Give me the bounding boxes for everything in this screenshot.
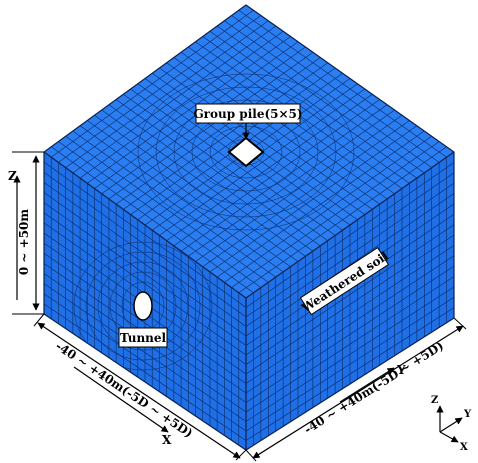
top-mesh-line <box>231 141 440 288</box>
z-axis-label: Z <box>8 169 17 183</box>
top-mesh-line <box>216 130 425 278</box>
y-axis-label: Y <box>396 363 406 377</box>
top-mesh-line <box>209 125 418 273</box>
top-mesh-line <box>159 88 366 236</box>
y-tick-right <box>453 317 467 330</box>
box-top-front-edges <box>43 151 455 299</box>
top-mesh-line <box>65 20 269 168</box>
left-mesh-line <box>44 192 246 337</box>
top-mesh-line <box>130 67 336 215</box>
tunnel-label: Tunnel <box>120 331 167 345</box>
top-mesh-refinement <box>155 86 337 218</box>
top-mesh-line <box>87 36 291 184</box>
top-mesh-line <box>188 109 395 257</box>
top-mesh-line <box>79 31 284 179</box>
y-tick-left <box>245 449 257 462</box>
left-mesh-line <box>44 161 246 308</box>
x-tick-left <box>33 313 45 327</box>
group-pile-marker <box>227 136 265 168</box>
weathered-soil-label-box <box>299 247 390 316</box>
right-mesh-line <box>246 162 454 308</box>
x-tick-right <box>235 449 247 461</box>
top-mesh <box>51 10 447 294</box>
top-mesh-line <box>51 10 254 158</box>
top-mesh-line <box>238 146 447 294</box>
right-mesh-line <box>246 182 454 327</box>
x-axis-arrow <box>73 366 169 433</box>
top-mesh-refinement <box>173 99 319 205</box>
triad-y-arrow <box>439 417 463 433</box>
left-mesh-line <box>44 172 246 318</box>
right-mesh-line <box>246 193 454 337</box>
top-mesh-line <box>108 52 314 200</box>
height-range-label: 0 ~ +50m <box>17 209 31 276</box>
top-mesh-line <box>224 136 432 283</box>
top-mesh-refinement <box>137 73 355 231</box>
left-mesh-line <box>44 202 246 346</box>
x-dimension-line <box>37 322 241 459</box>
top-mesh-line <box>123 62 328 210</box>
top-mesh-line <box>166 94 373 241</box>
top-mesh-line <box>202 120 410 267</box>
x-axis-label: X <box>162 433 172 447</box>
triad-x-label: X <box>460 442 468 453</box>
triad-y-label: Y <box>463 409 472 420</box>
left-mesh-line <box>44 182 246 327</box>
y-axis-arrow <box>339 367 395 403</box>
triad-x-arrow <box>439 431 459 443</box>
top-mesh-line <box>72 25 276 174</box>
triad-z-label: Z <box>431 395 438 406</box>
group-pile-label-box <box>195 103 301 124</box>
right-mesh-line <box>246 172 454 318</box>
tunnel-opening <box>133 291 153 321</box>
y-dimension-line <box>252 325 464 459</box>
top-mesh-line <box>115 57 321 205</box>
axis-triad: Z Y X <box>431 395 472 453</box>
group-pile-label: Group pile(5×5) <box>193 107 302 121</box>
top-mesh-line <box>173 99 380 247</box>
top-mesh-line <box>195 115 403 262</box>
top-mesh-line <box>58 15 262 163</box>
